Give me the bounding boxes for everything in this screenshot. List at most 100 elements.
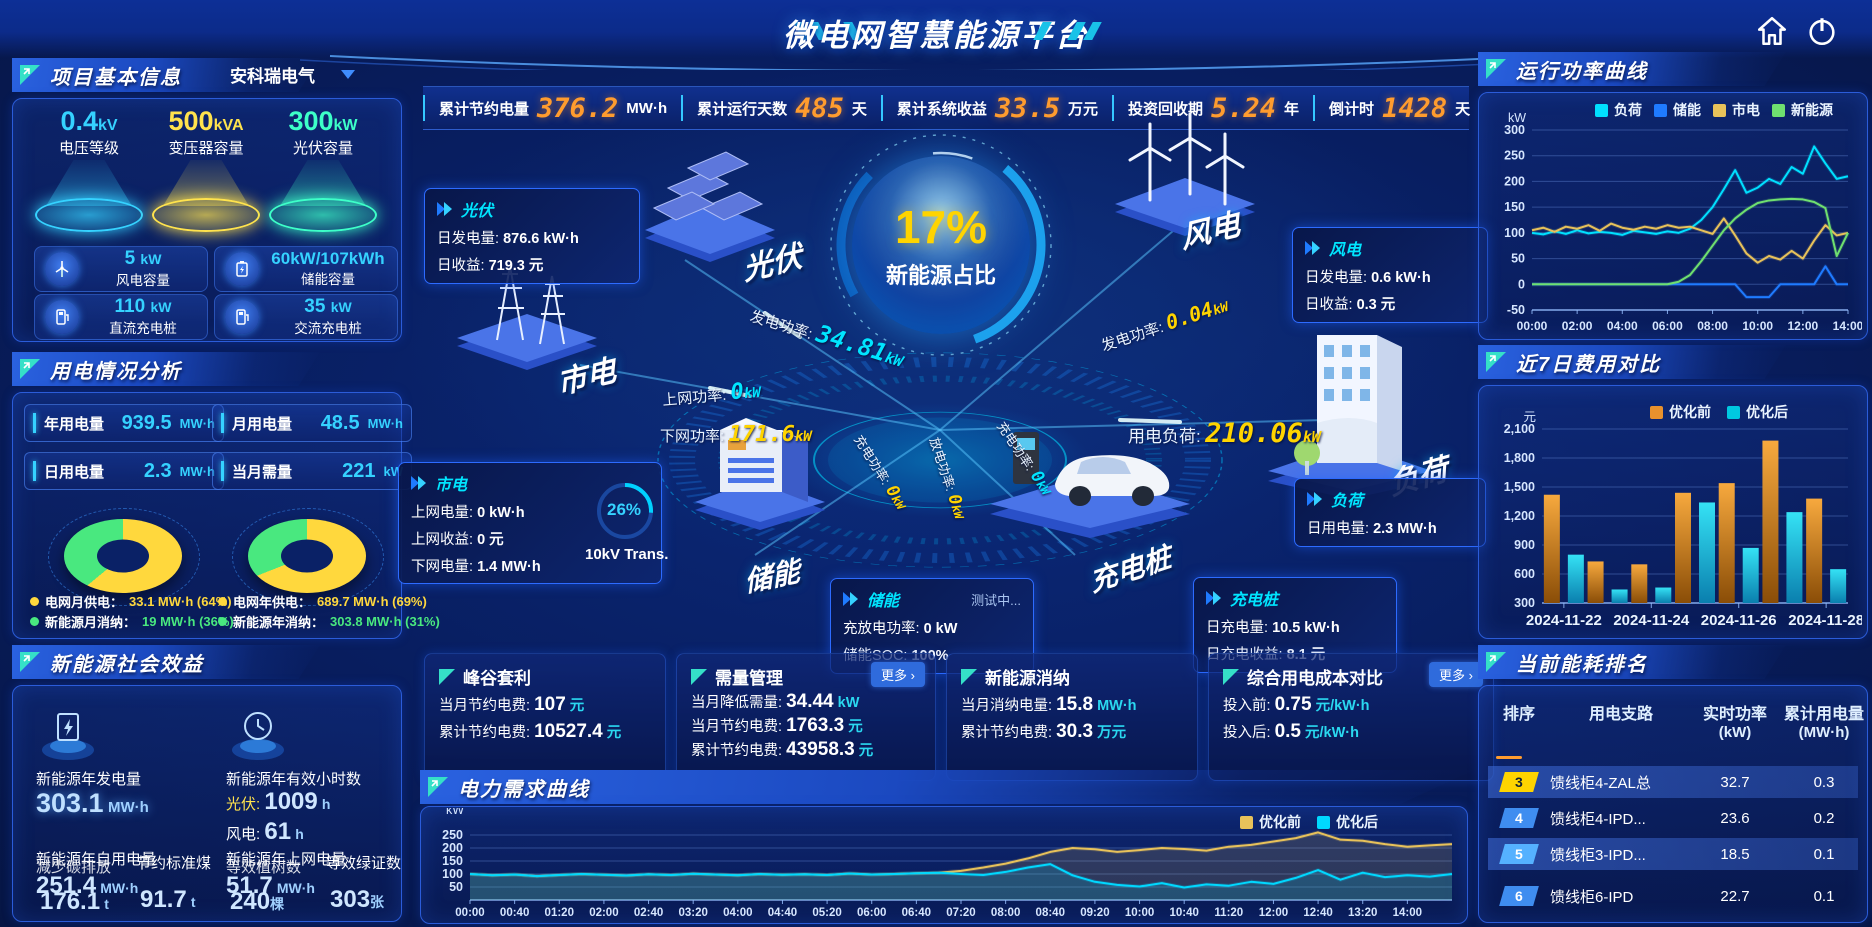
stat-revenue: 累计系统收益 33.5 万元	[880, 95, 1112, 122]
center-sphere	[852, 156, 1030, 334]
svg-text:06:00: 06:00	[857, 907, 886, 919]
export-value: 51.7 MW·h	[226, 872, 315, 899]
chevron-right-icon	[437, 202, 452, 216]
chip-day-usage: 日用电量 2.3 MW·h	[24, 452, 224, 490]
rank-badge: 5	[1499, 844, 1539, 864]
wind-node-icon	[1115, 112, 1255, 236]
table-row[interactable]: 4 馈线柜4-IPD... 23.6 0.2	[1488, 802, 1858, 834]
svg-text:07:20: 07:20	[946, 907, 975, 919]
table-row[interactable]: 3 馈线柜4-ZAL总 32.7 0.3	[1488, 766, 1858, 798]
month-mix-donut	[64, 519, 182, 593]
cert-label: 等效绿证数	[326, 855, 402, 872]
legend-grid-month: 电网月供电： 33.1 MW·h (64%)	[30, 592, 232, 611]
cost-compare-chart: 2,100 1,800 1,500 1,200 900 600 300 元 2024-11-22…	[1482, 389, 1864, 633]
corner-icon	[1486, 652, 1506, 672]
panel-title: 近7日费用对比	[1516, 353, 1662, 376]
svg-text:14:00: 14:00	[1833, 319, 1862, 333]
panel-title: 电力需求曲线	[458, 778, 590, 801]
svg-text:08:00: 08:00	[991, 907, 1020, 919]
more-button[interactable]: 更多 ›	[871, 662, 925, 687]
panel-title: 当前能耗排名	[1516, 653, 1648, 676]
svg-text:10:00: 10:00	[1742, 319, 1773, 333]
power-demand-chart: 250 200 150 100 50 kW 00:00 00:40 01:20 02:00 02:4…	[424, 803, 1462, 920]
svg-text:200: 200	[442, 841, 463, 855]
corner-icon	[20, 359, 40, 379]
transformer-load-pct: 26%	[607, 500, 642, 519]
panel-body-run-power	[1478, 92, 1868, 340]
svg-text:0: 0	[1518, 277, 1525, 291]
svg-text:250: 250	[442, 828, 463, 842]
stat-run-days: 累计运行天数 485 天	[681, 95, 881, 122]
svg-text:2,100: 2,100	[1504, 422, 1535, 436]
hours-icon	[232, 712, 284, 760]
legend-item: 市电	[1713, 100, 1760, 120]
panel-title: 项目基本信息	[50, 66, 182, 89]
rank-badge: 6	[1499, 886, 1539, 906]
home-icon[interactable]	[1755, 14, 1789, 48]
generation-icon	[42, 713, 94, 760]
hours-label: 新能源年有效小时数	[226, 771, 362, 788]
legend-item: 储能	[1654, 100, 1701, 120]
self-value: 251.4 MW·h	[36, 872, 139, 899]
panel-header-demand: 电力需求曲线	[420, 770, 1474, 804]
panel-header-run-power: 运行功率曲线	[1478, 52, 1786, 86]
legend-renewable-year: 新能源年消纳： 303.8 MW·h (31%)	[218, 612, 440, 631]
svg-text:-50: -50	[1507, 303, 1525, 317]
renewable-share-label: 新能源占比	[885, 263, 996, 288]
svg-text:100: 100	[442, 867, 463, 881]
coal-value: 91.7 t	[140, 886, 196, 913]
panel-title: 用电情况分析	[50, 360, 182, 383]
corner-icon	[1223, 668, 1239, 685]
svg-text:02:00: 02:00	[1562, 319, 1593, 333]
svg-text:50: 50	[449, 880, 463, 894]
chevron-down-icon	[341, 70, 355, 79]
power-icon[interactable]	[1805, 14, 1839, 48]
donut-ring	[232, 508, 384, 606]
transformer-label: 10kV Trans.	[585, 546, 669, 563]
rank-badge: 3	[1499, 772, 1539, 792]
svg-text:2024-11-22: 2024-11-22	[1526, 612, 1602, 629]
svg-text:kW: kW	[1508, 111, 1526, 125]
svg-text:04:00: 04:00	[723, 907, 752, 919]
svg-text:06:40: 06:40	[902, 907, 931, 919]
panel-body-demand	[420, 806, 1468, 924]
ranking-table-header: 排序 用电支路 实时功率 (kW) 累计用电量 (MW·h)	[1502, 706, 1864, 741]
corner-icon	[20, 65, 40, 85]
chevron-right-icon	[1206, 591, 1221, 605]
corner-icon	[961, 668, 977, 685]
svg-text:150: 150	[1504, 200, 1525, 214]
svg-text:200: 200	[1504, 174, 1525, 188]
legend-item: 新能源	[1772, 100, 1833, 120]
more-button[interactable]: 更多 ›	[1429, 662, 1483, 687]
corner-icon	[20, 652, 40, 672]
table-row[interactable]: 6 馈线柜6-IPD 22.7 0.1	[1488, 874, 1858, 918]
svg-text:04:00: 04:00	[1607, 319, 1638, 333]
svg-text:00:00: 00:00	[455, 907, 484, 919]
wind-info-box: 风电 日发电量: 0.6 kW·h 日收益: 0.3 元	[1292, 227, 1488, 323]
podium-pv-capacity: 300kW 光伏容量	[264, 108, 382, 232]
sphere-ring	[830, 134, 1052, 356]
chip-year-usage: 年用电量 939.5 MW·h	[24, 404, 224, 442]
battery-icon	[225, 252, 259, 286]
card-cost-compare: 综合用电成本对比 更多 › 投入前: 0.75 元/kW·h 投入后: 0.5 …	[1208, 653, 1494, 781]
svg-text:08:40: 08:40	[1036, 907, 1065, 919]
chevron-right-icon	[1307, 492, 1322, 506]
header-curve	[299, 55, 1573, 70]
export-label: 新能源年上网电量	[226, 851, 347, 868]
svg-text:08:00: 08:00	[1697, 319, 1728, 333]
transformer-gauge	[597, 483, 653, 539]
svg-text:2024-11-24: 2024-11-24	[1613, 612, 1690, 629]
svg-text:1,800: 1,800	[1504, 451, 1535, 465]
pv-hours: 光伏: 1009 h	[226, 788, 331, 815]
table-row[interactable]: 5 馈线柜3-IPD... 18.5 0.1	[1488, 838, 1858, 870]
project-selector[interactable]: 安科瑞电气	[230, 62, 355, 87]
wind-hours: 风电: 61 h	[226, 818, 304, 845]
stat-saved-energy: 累计节约电量 376.2 MW·h	[423, 95, 681, 122]
legend-item: 优化后	[1317, 812, 1378, 832]
corner-icon	[691, 668, 707, 685]
svg-text:05:20: 05:20	[812, 907, 841, 919]
card-renewable-consumption: 新能源消纳 当月消纳电量: 15.8 MW·h 累计节约电费: 30.3 万元	[946, 653, 1198, 781]
corner-icon	[1486, 59, 1506, 79]
panel-title: 运行功率曲线	[1516, 60, 1648, 83]
